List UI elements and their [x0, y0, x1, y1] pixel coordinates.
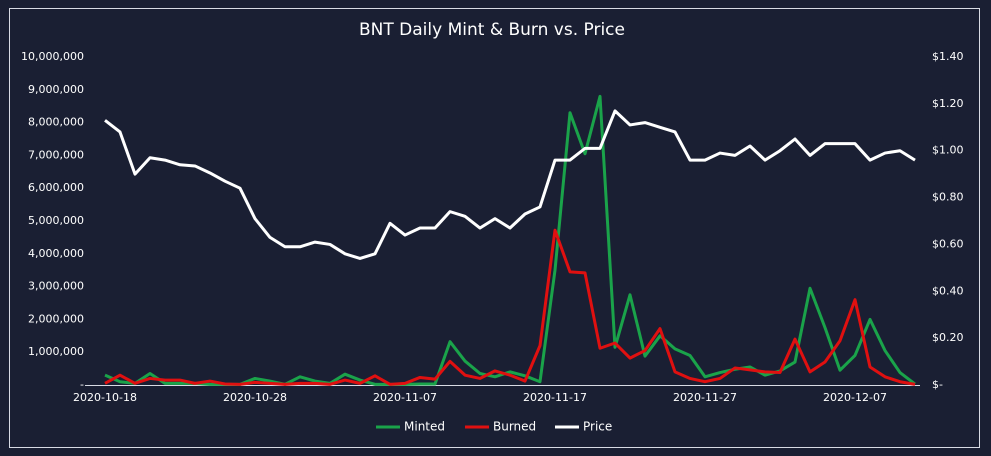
y2-tick-label: $0.60 [932, 237, 964, 250]
y2-tick-label: $- [932, 378, 943, 391]
y-tick-label: 9,000,000 [28, 83, 84, 96]
y-tick-label: 6,000,000 [28, 181, 84, 194]
y2-tick-label: $1.20 [932, 97, 964, 110]
y-tick-label: - [80, 378, 84, 391]
y-tick-label: 7,000,000 [28, 148, 84, 161]
y-tick-label: 8,000,000 [28, 116, 84, 129]
y-tick-label: 2,000,000 [28, 312, 84, 325]
series-line [104, 228, 916, 386]
y2-tick-label: $1.00 [932, 144, 964, 157]
chart-title: BNT Daily Mint & Burn vs. Price [359, 20, 625, 40]
x-tick-label: 2020-10-28 [223, 391, 287, 404]
y-tick-label: 4,000,000 [28, 247, 84, 260]
x-tick-label: 2020-12-07 [823, 391, 887, 404]
y-tick-label: 10,000,000 [21, 50, 84, 63]
y-tick-label: 5,000,000 [28, 214, 84, 227]
frame [9, 8, 980, 448]
legend-label: Price [583, 420, 612, 434]
x-tick-label: 2020-11-07 [373, 391, 437, 404]
x-tick-label: 2020-11-27 [673, 391, 737, 404]
legend-label: Burned [493, 420, 536, 434]
x-tick-label: 2020-10-18 [73, 391, 137, 404]
series-line [104, 109, 916, 260]
x-tick-label: 2020-11-17 [523, 391, 587, 404]
y2-tick-label: $0.80 [932, 191, 964, 204]
y2-tick-label: $1.40 [932, 50, 964, 63]
y2-tick-label: $0.20 [932, 331, 964, 344]
y-tick-label: 1,000,000 [28, 345, 84, 358]
legend-label: Minted [404, 420, 445, 434]
y2-tick-label: $0.40 [932, 284, 964, 297]
y-tick-label: 3,000,000 [28, 280, 84, 293]
